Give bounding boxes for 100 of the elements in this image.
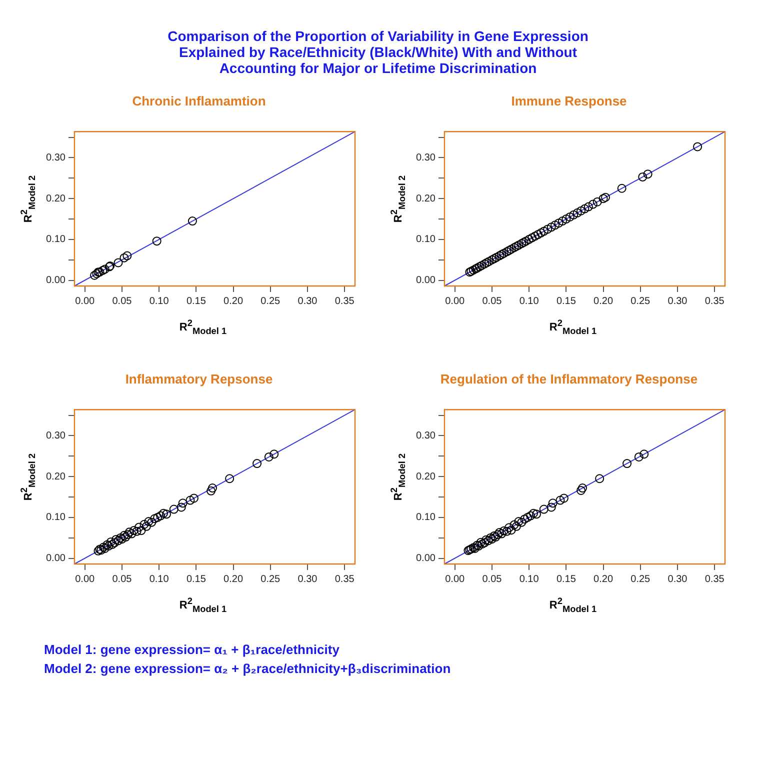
point [176,502,186,512]
point [556,496,565,505]
y-tick-label: 0.10 [416,234,436,246]
chart-title: Regulation of the Inflammatory Response [440,371,698,386]
y-tick-label: 0.00 [416,553,436,564]
point [622,459,632,468]
point [514,240,524,250]
point [519,238,528,247]
point [643,170,652,179]
point [617,184,626,193]
point [546,222,556,232]
point [539,226,548,236]
point [120,530,129,540]
point [517,518,526,527]
x-tick-label: 0.10 [519,296,540,307]
point [520,514,530,524]
y-tick-label: 0.20 [416,193,436,204]
x-tick-label: 0.30 [298,296,318,307]
y-tick-label: 0.30 [416,152,436,164]
point [499,248,508,258]
y-tick-label: 0.00 [46,275,66,286]
x-tick-label: 0.35 [704,574,725,585]
y-tick-label: 0.20 [46,193,66,204]
point [584,202,593,212]
point [140,520,149,529]
x-tick-label: 0.00 [445,574,466,585]
point [572,208,582,218]
point [98,266,108,275]
point [110,538,120,548]
chart-title: Inflammatory Repsonse [125,371,273,386]
point [178,498,188,508]
point [638,172,648,182]
point [225,474,234,484]
x-tick-label: 0.25 [260,296,281,307]
x-tick-label: 0.00 [445,296,466,307]
point [634,452,644,462]
point [578,484,588,493]
point [189,494,198,503]
x-tick-label: 0.20 [224,574,244,585]
x-tick-label: 0.35 [704,296,725,307]
point [517,239,526,248]
point [147,518,156,527]
point [153,512,162,522]
point [514,517,524,526]
point [100,264,110,274]
point [539,504,548,514]
x-tick-label: 0.25 [630,296,651,307]
y-tick-label: 0.20 [46,471,66,482]
point [144,517,154,526]
point [206,486,216,496]
x-tick-label: 0.30 [668,296,688,307]
point [510,520,519,530]
x-tick-label: 0.15 [186,574,206,585]
x-tick-label: 0.15 [556,296,576,307]
point [114,536,123,546]
point [264,452,274,462]
point [270,450,279,459]
point [120,253,129,262]
point [90,270,99,280]
point [493,530,502,540]
y-tick-label: 0.30 [46,430,66,442]
point [533,230,542,240]
x-tick-label: 0.05 [112,574,132,585]
x-tick-label: 0.35 [334,296,355,307]
point [569,210,578,220]
point [562,214,571,224]
point [576,486,586,495]
point [108,540,117,549]
chart-title: Chronic Inflamamtion [132,93,266,108]
chart-title: Immune Response [511,93,627,108]
x-tick-label: 0.05 [482,296,502,307]
point [510,243,519,252]
x-tick-label: 0.10 [519,574,540,585]
y-tick-label: 0.10 [46,234,66,246]
point [506,526,516,535]
text: Model 1: gene expression= α₁ + β₁race/ethnicity [44,641,340,659]
point [532,510,541,519]
y-tick-label: 0.00 [46,553,66,564]
point [559,494,568,503]
point [528,233,537,242]
point [252,459,262,468]
point [546,502,556,512]
point [188,216,197,226]
x-tick-label: 0.05 [482,574,502,585]
point [494,528,504,538]
point [543,224,552,234]
point [477,261,486,270]
point [127,529,136,538]
point [494,251,504,260]
point [580,204,590,214]
point [598,194,608,204]
point [530,232,540,241]
point [548,498,558,508]
point [512,522,521,531]
x-tick-label: 0.20 [224,296,244,307]
point [122,251,132,260]
point [114,258,123,268]
y-tick-label: 0.10 [46,512,66,524]
point [152,236,162,246]
y-tick-label: 0.00 [416,275,436,286]
